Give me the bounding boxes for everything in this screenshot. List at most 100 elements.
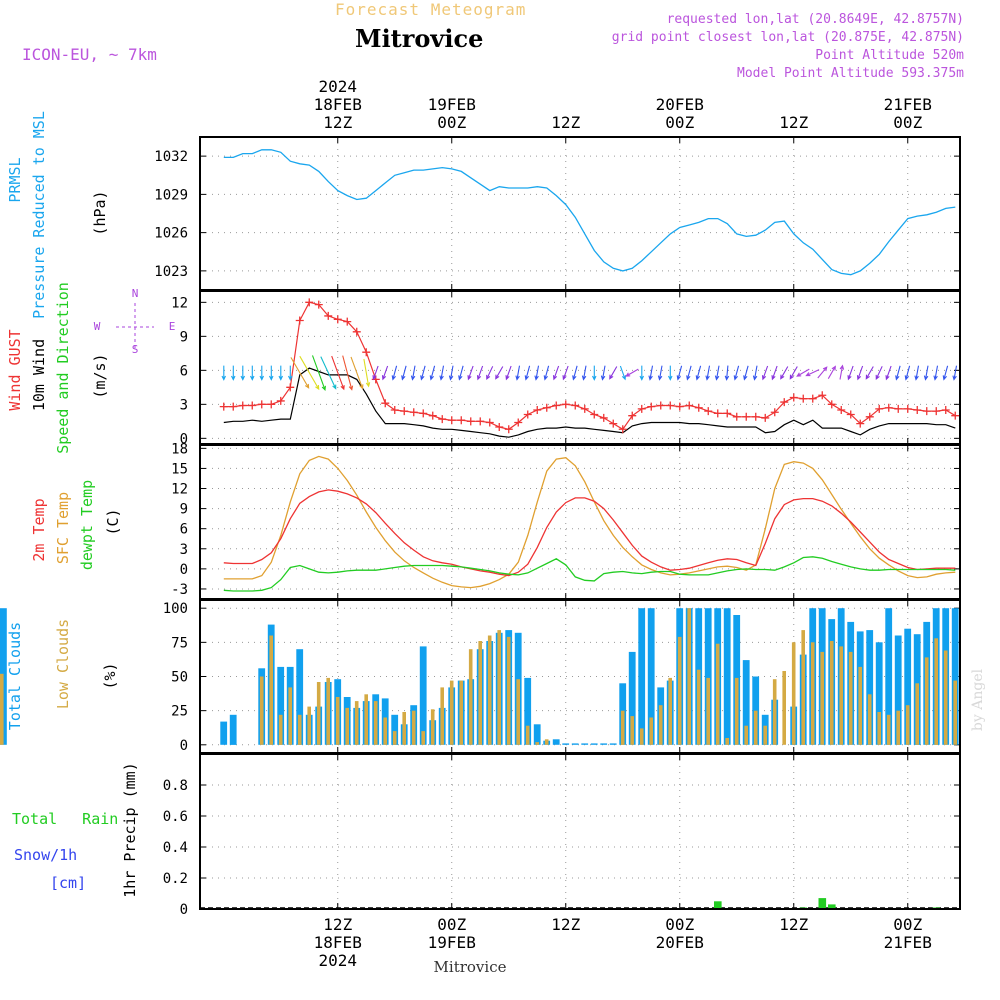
wind-gust-marker bbox=[400, 407, 409, 416]
wind-direction-arrow bbox=[458, 365, 464, 381]
wind-direction-arrow bbox=[342, 355, 354, 391]
wind-direction-arrow bbox=[581, 365, 587, 381]
wind-gust-marker bbox=[856, 419, 865, 428]
low-clouds-bar bbox=[620, 710, 625, 745]
temperature-panel: -3 0 3 6 9 12 15 18 bbox=[171, 441, 961, 600]
wind-direction-arrow bbox=[847, 365, 854, 381]
clouds-ytick-label: 25 bbox=[171, 704, 188, 720]
pressure-ylabel: (hPa) bbox=[91, 190, 109, 235]
low-clouds-bar bbox=[402, 712, 406, 745]
wind-gust-marker bbox=[742, 412, 751, 421]
point-altitude: Point Altitude 520m bbox=[815, 48, 964, 63]
low-clouds-bar bbox=[782, 671, 786, 745]
wind-direction-arrow bbox=[250, 365, 255, 381]
temperature-ytick-label: 3 bbox=[180, 542, 188, 558]
low-clouds-bar bbox=[269, 635, 273, 745]
time-label-bottom: 2024 bbox=[318, 951, 357, 970]
time-label-bottom: 00Z bbox=[665, 915, 694, 934]
subtitle: Forecast Meteogram bbox=[335, 0, 526, 19]
temperature-ytick-label: 15 bbox=[171, 461, 188, 477]
wind-direction-arrow bbox=[592, 365, 597, 381]
wind-gust-line bbox=[223, 301, 956, 431]
wind-direction-arrow bbox=[331, 355, 345, 391]
wind-direction-arrow bbox=[676, 365, 683, 381]
low-clouds-bar bbox=[867, 694, 872, 745]
total-clouds-bar bbox=[704, 608, 712, 745]
wind-gust-marker bbox=[865, 412, 874, 421]
low-clouds-bar bbox=[677, 636, 682, 745]
total-clouds-bar bbox=[552, 739, 560, 745]
low-clouds-bar bbox=[449, 680, 454, 745]
low-clouds-bar bbox=[468, 649, 473, 745]
low-clouds-bar bbox=[810, 642, 815, 745]
low-clouds-bar bbox=[820, 651, 824, 745]
compass-w: W bbox=[94, 320, 101, 333]
low-clouds-bar bbox=[326, 677, 330, 745]
time-label-top: 21FEB bbox=[884, 95, 932, 114]
bottom-location: Mitrovice bbox=[434, 958, 507, 976]
wind-direction-arrow bbox=[372, 365, 379, 381]
wind-gust-marker bbox=[590, 410, 599, 419]
low-clouds-bar bbox=[259, 676, 264, 745]
time-label-top: 12Z bbox=[551, 113, 580, 132]
total-clouds-bar bbox=[742, 660, 750, 745]
low-clouds-bar bbox=[440, 687, 444, 745]
wind-gust-marker bbox=[267, 400, 276, 409]
wind-gust-marker bbox=[951, 411, 960, 420]
temp-label-dewpt: dewpt Temp bbox=[78, 480, 96, 570]
low-clouds-bar bbox=[801, 630, 805, 745]
wind-direction-arrow bbox=[875, 366, 883, 381]
low-clouds-bar bbox=[715, 643, 720, 745]
wind-gust-marker bbox=[523, 410, 532, 419]
pressure-ytick-label: 1023 bbox=[154, 264, 188, 280]
low-clouds-bar bbox=[383, 717, 387, 745]
wind-gust-marker bbox=[808, 394, 817, 403]
low-clouds-bar bbox=[687, 608, 691, 745]
low-clouds-bar bbox=[858, 666, 862, 745]
wind-direction-arrow bbox=[350, 356, 364, 390]
low-clouds-bar bbox=[896, 710, 900, 745]
total-clouds-bar bbox=[752, 676, 760, 745]
total-clouds-bar bbox=[590, 743, 598, 745]
total-clouds-bar bbox=[647, 608, 655, 745]
low-clouds-bar bbox=[829, 641, 834, 745]
low-clouds-bar bbox=[392, 731, 397, 745]
low-clouds-bar bbox=[497, 630, 501, 745]
wind-gust-marker bbox=[248, 401, 257, 410]
wind-direction-arrow bbox=[572, 365, 578, 381]
wind-gust-marker bbox=[324, 311, 333, 320]
wind-direction-arrow bbox=[320, 356, 337, 390]
wind-direction-arrow bbox=[856, 365, 864, 381]
wind-gust-marker bbox=[666, 401, 675, 410]
wind-direction-arrow bbox=[648, 365, 654, 381]
low-clouds-bar bbox=[364, 694, 368, 745]
wind-gust-marker bbox=[846, 410, 855, 419]
wind-gust-marker bbox=[789, 393, 798, 402]
low-clouds-bar bbox=[725, 738, 729, 745]
clouds-ytick-label: 0 bbox=[180, 738, 188, 754]
wind-gust-marker bbox=[390, 406, 399, 414]
low-clouds-bar bbox=[953, 680, 957, 745]
wind-gust-marker bbox=[732, 412, 741, 421]
wind-direction-arrow bbox=[952, 365, 958, 381]
wind-direction-arrow bbox=[476, 365, 484, 381]
wind-direction-arrow bbox=[221, 365, 226, 381]
wind-ylabel: (m/s) bbox=[91, 353, 109, 398]
wind-gust-marker bbox=[827, 400, 836, 409]
total-clouds-bar bbox=[638, 608, 646, 745]
low-clouds-bar bbox=[649, 717, 653, 745]
wind-ytick-label: 12 bbox=[171, 295, 188, 311]
wind-direction-arrow bbox=[657, 365, 663, 381]
wind-gust-marker bbox=[419, 409, 428, 418]
wind-direction-arrow bbox=[311, 355, 326, 391]
rain-bar bbox=[828, 904, 836, 909]
wind-direction-arrow bbox=[363, 358, 371, 388]
low-clouds-bar bbox=[354, 701, 359, 745]
low-clouds-bar bbox=[943, 650, 948, 745]
wind-gust-marker bbox=[761, 413, 770, 422]
wind-gust-marker bbox=[381, 399, 390, 408]
precip-ytick-label: 0.6 bbox=[163, 809, 188, 825]
wind-direction-arrow bbox=[895, 365, 901, 381]
low-clouds-bar bbox=[459, 680, 463, 745]
